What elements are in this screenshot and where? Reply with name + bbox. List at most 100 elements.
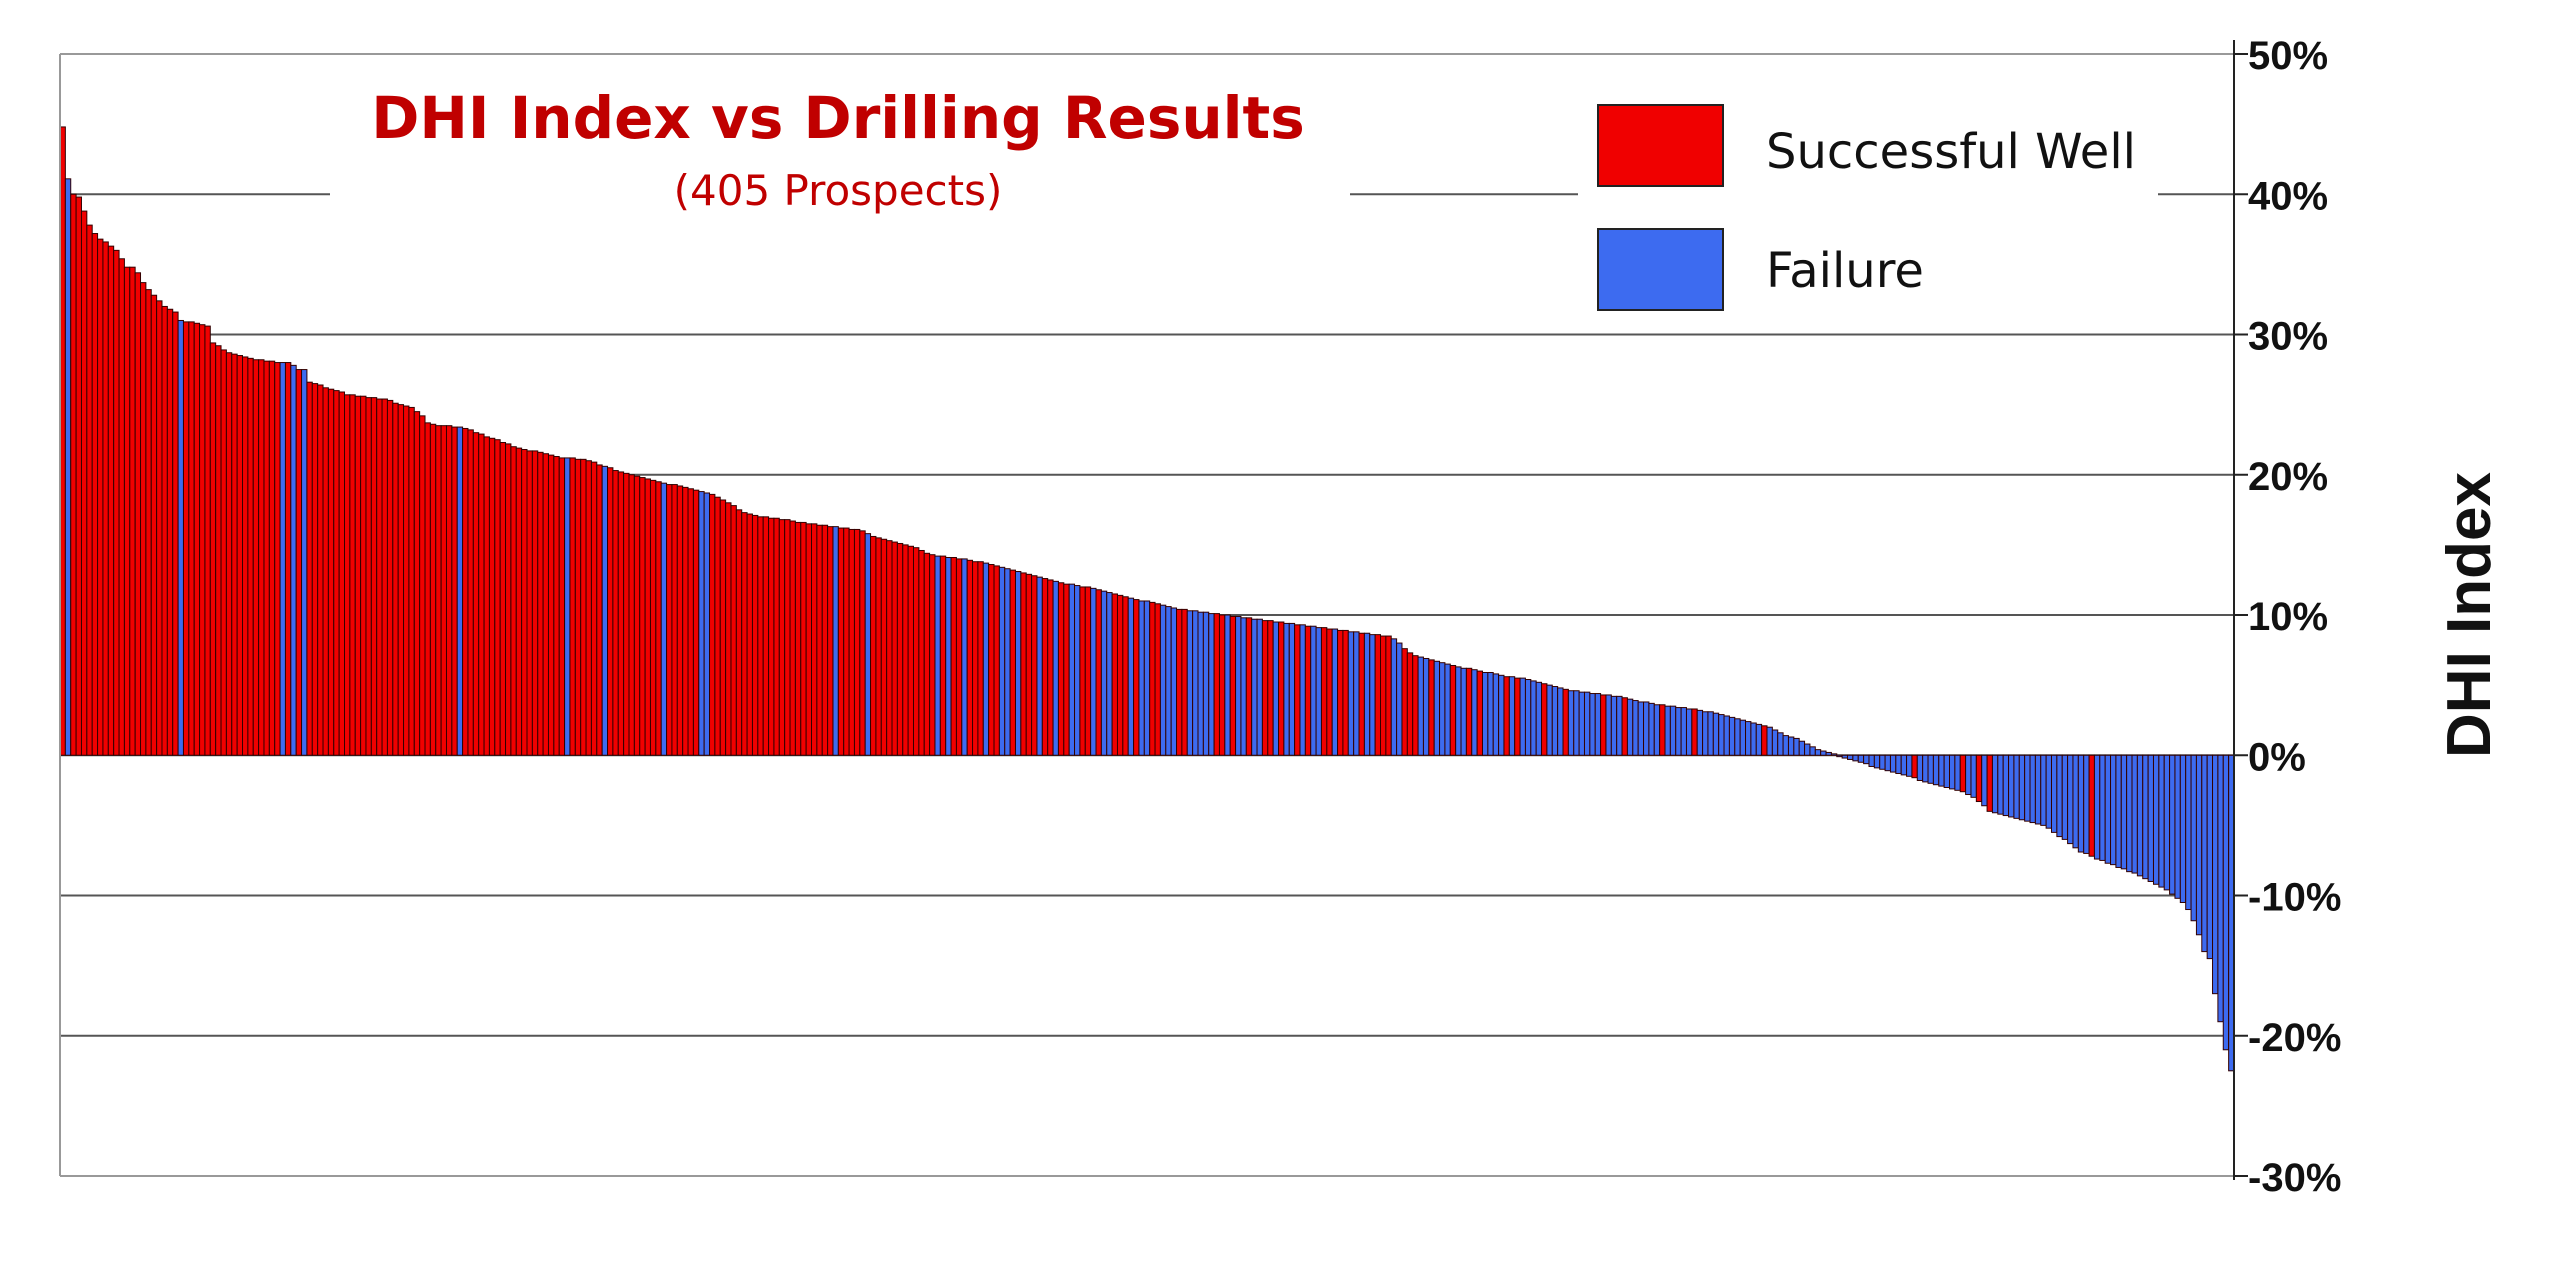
bar-successful-well (977, 561, 984, 756)
bar-failure (1433, 660, 1441, 756)
bar-successful-well (1009, 569, 1016, 756)
bar-successful-well (666, 484, 673, 756)
bar-successful-well (837, 527, 845, 756)
bar-failure (2158, 754, 2165, 888)
bar-successful-well (596, 464, 603, 756)
bar-failure (1369, 634, 1376, 756)
bar-failure (1331, 628, 1339, 756)
bar-failure (1653, 704, 1661, 756)
bar-successful-well (1412, 655, 1419, 756)
bar-failure (177, 319, 184, 756)
bar-failure (1460, 667, 1467, 756)
bar-successful-well (617, 471, 625, 756)
bar-failure (1745, 721, 1752, 756)
bar-successful-well (75, 196, 82, 756)
bar-successful-well (574, 458, 582, 756)
bar-failure (945, 556, 952, 756)
bar-failure (1498, 674, 1505, 756)
bar-failure (1170, 607, 1178, 756)
bar-failure (1159, 604, 1167, 756)
bar-successful-well (676, 485, 684, 756)
bar-successful-well (215, 345, 222, 756)
legend: Successful Well Failure (1597, 104, 2136, 311)
bar-successful-well (274, 362, 281, 756)
bar-failure (1836, 754, 1843, 758)
legend-label-failure: Failure (1766, 243, 1924, 299)
bar-failure (1787, 736, 1795, 756)
bar-failure (1820, 750, 1827, 756)
bar-failure (998, 566, 1006, 756)
bar-successful-well (424, 422, 431, 756)
bar-successful-well (918, 549, 925, 756)
bar-successful-well (1278, 621, 1285, 756)
bar-successful-well (150, 294, 158, 756)
bar-failure (1256, 618, 1263, 756)
bar-failure (1578, 691, 1585, 756)
bar-failure (2077, 754, 2085, 853)
bar-successful-well (327, 388, 335, 756)
bar-failure (1680, 707, 1687, 756)
bar-failure (1508, 676, 1516, 756)
bar-failure (2115, 754, 2122, 868)
bar-successful-well (1047, 579, 1054, 756)
bar-failure (1981, 754, 1988, 807)
bar-failure (1605, 694, 1612, 756)
bar-failure (1036, 576, 1043, 756)
bar-successful-well (725, 502, 732, 756)
bar-failure (1594, 693, 1602, 756)
bar-successful-well (386, 399, 394, 756)
bar-successful-well (113, 249, 120, 756)
bar-successful-well (258, 359, 265, 756)
bar-successful-well (123, 266, 131, 756)
bar-successful-well (547, 454, 555, 756)
bar-failure (1777, 732, 1784, 756)
bar-successful-well (505, 443, 512, 756)
bar-successful-well (2088, 754, 2095, 857)
bar-successful-well (161, 305, 168, 756)
bar-failure (934, 555, 941, 756)
bar-successful-well (639, 477, 646, 756)
bar-successful-well (633, 475, 641, 756)
bar-failure (1755, 723, 1763, 756)
bar-successful-well (1476, 670, 1483, 756)
bar-failure (2040, 754, 2047, 826)
bar-successful-well (531, 450, 539, 756)
bar-failure (2142, 754, 2149, 880)
bar-successful-well (628, 474, 635, 756)
bar-failure (1771, 729, 1779, 756)
bar-successful-well (204, 325, 211, 756)
bar-failure (1900, 754, 1908, 776)
bar-failure (1685, 708, 1693, 756)
bar-successful-well (70, 193, 77, 756)
bar-failure (1283, 622, 1290, 756)
bar-failure (2136, 754, 2144, 877)
bar-successful-well (1401, 648, 1408, 756)
y-tick-label: -20% (2248, 1016, 2341, 1060)
bar-failure (2024, 754, 2031, 822)
bar-successful-well (966, 559, 974, 756)
bar-successful-well (333, 390, 340, 756)
bar-successful-well (1020, 572, 1027, 756)
bar-successful-well (709, 493, 716, 756)
bar-failure (1814, 749, 1822, 756)
bar-failure (2104, 754, 2112, 864)
bar-successful-well (97, 238, 104, 756)
bar-successful-well (1503, 676, 1510, 756)
bar-failure (290, 364, 297, 756)
bar-failure (1728, 716, 1736, 756)
bar-failure (1224, 614, 1231, 756)
chart-subtitle: (405 Prospects) (674, 166, 1003, 215)
chart-title: DHI Index vs Drilling Results (371, 84, 1305, 152)
bar-failure (1906, 754, 1913, 777)
bar-successful-well (1261, 620, 1269, 756)
bar-failure (1100, 590, 1108, 756)
bar-successful-well (462, 427, 469, 756)
bar-failure (2174, 754, 2181, 899)
bar-failure (1197, 611, 1204, 756)
bar-successful-well (338, 391, 345, 756)
bar-successful-well (521, 449, 528, 756)
bar-successful-well (1380, 635, 1387, 756)
bar-successful-well (939, 555, 947, 756)
bar-successful-well (107, 245, 115, 756)
bar-successful-well (311, 383, 319, 756)
